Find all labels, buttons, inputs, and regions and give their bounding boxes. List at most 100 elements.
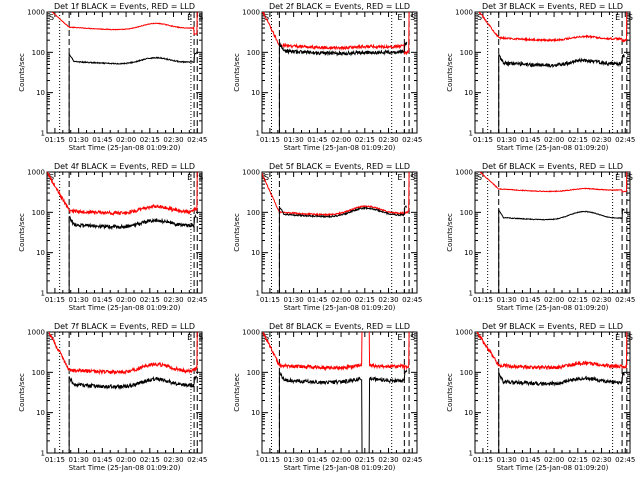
y-axis-label: Counts/sec: [446, 53, 454, 92]
panel-title: Det 5f BLACK = Events, RED = LLD: [269, 162, 410, 171]
saa-marker-label: S: [628, 173, 633, 182]
x-tick-label: 01:15: [473, 136, 493, 144]
x-tick-label: 01:30: [284, 296, 304, 304]
panel-9: Det 9f BLACK = Events, RED = LLD 1 10 100 10…: [446, 322, 635, 472]
x-tick-label: 01:30: [69, 136, 89, 144]
panel-title: Det 9f BLACK = Events, RED = LLD: [482, 322, 623, 331]
y-tick-label: 100: [460, 209, 473, 217]
x-axis-label: Start Time (25-Jan-08 01:09:20): [497, 144, 609, 152]
lld-series-line: [47, 172, 198, 216]
y-tick-label: 1000: [242, 9, 260, 17]
x-tick-label: 01:45: [307, 136, 327, 144]
x-tick-label: 02:00: [331, 296, 351, 304]
start-marker-label: S: [264, 13, 269, 22]
panel-title: Det 6f BLACK = Events, RED = LLD: [482, 162, 623, 171]
x-tick-label: 01:30: [284, 456, 304, 464]
panel-4: Det 4f BLACK = Events, RED = LLD 1 10 100 10…: [18, 162, 207, 312]
x-axis-label: Start Time (25-Jan-08 01:09:20): [69, 464, 181, 472]
x-tick-label: 01:30: [497, 296, 517, 304]
y-tick-label: 100: [247, 209, 260, 217]
axis-box: [474, 11, 631, 134]
y-tick-label: 1000: [242, 169, 260, 177]
lld-series-line: [48, 332, 198, 376]
x-tick-label: 01:45: [520, 296, 540, 304]
x-tick-label: 02:15: [140, 296, 160, 304]
axis-box: [474, 171, 631, 294]
x-tick-label: 01:45: [520, 456, 540, 464]
panel-title: Det 7f BLACK = Events, RED = LLD: [54, 322, 195, 331]
x-tick-label: 01:15: [45, 136, 65, 144]
y-tick-label: 1: [41, 290, 45, 298]
y-axis-label: Counts/sec: [233, 373, 241, 412]
start-marker-label: S: [264, 173, 269, 182]
y-axis-label: Counts/sec: [446, 213, 454, 252]
x-tick-label: 02:15: [355, 136, 375, 144]
saa-marker-label: S: [410, 13, 415, 22]
end-marker-label: E: [615, 333, 620, 342]
x-tick-label: 02:45: [615, 456, 635, 464]
x-tick-label: 01:30: [497, 456, 517, 464]
x-tick-label: 02:15: [140, 456, 160, 464]
x-tick-label: 01:30: [69, 456, 89, 464]
y-axis-label: Counts/sec: [18, 213, 26, 252]
y-axis-label: Counts/sec: [446, 373, 454, 412]
x-tick-label: 02:15: [568, 296, 588, 304]
y-tick-label: 1: [41, 450, 45, 458]
y-axis-label: Counts/sec: [18, 373, 26, 412]
x-tick-label: 02:15: [568, 136, 588, 144]
y-tick-label: 10: [464, 409, 473, 417]
events-series-line: [68, 52, 197, 65]
x-tick-label: 01:30: [497, 136, 517, 144]
y-tick-label: 1000: [455, 9, 473, 17]
x-tick-label: 02:00: [331, 136, 351, 144]
axis-box: [261, 11, 418, 134]
y-tick-label: 10: [251, 409, 260, 417]
x-axis-label: Start Time (25-Jan-08 01:09:20): [69, 304, 181, 312]
panel-title: Det 8f BLACK = Events, RED = LLD: [269, 322, 410, 331]
panel-6: Det 6f BLACK = Events, RED = LLD 1 10 100 10…: [446, 162, 635, 312]
y-tick-label: 10: [464, 89, 473, 97]
x-tick-label: 02:00: [116, 136, 136, 144]
y-tick-label: 100: [32, 369, 45, 377]
panel-title: Det 4f BLACK = Events, RED = LLD: [54, 162, 195, 171]
end-marker-label: E: [187, 333, 192, 342]
x-tick-label: 01:45: [520, 136, 540, 144]
x-tick-label: 02:45: [187, 296, 207, 304]
x-tick-label: 02:45: [187, 456, 207, 464]
lld-series-line: [51, 12, 198, 35]
saa-marker-label: S: [198, 13, 203, 22]
x-tick-label: 02:00: [116, 296, 136, 304]
y-tick-label: 100: [32, 209, 45, 217]
panel-2: Det 2f BLACK = Events, RED = LLD 1 10 100 10…: [233, 2, 422, 152]
x-axis-label: Start Time (25-Jan-08 01:09:20): [497, 304, 609, 312]
y-tick-label: 100: [247, 369, 260, 377]
x-tick-label: 02:30: [163, 456, 183, 464]
x-tick-label: 02:00: [544, 136, 564, 144]
x-tick-label: 01:45: [92, 136, 112, 144]
y-tick-label: 100: [32, 49, 45, 57]
x-tick-label: 02:30: [378, 456, 398, 464]
y-tick-label: 10: [36, 409, 45, 417]
y-tick-label: 100: [460, 49, 473, 57]
x-tick-label: 01:45: [307, 296, 327, 304]
events-series-line: [278, 41, 408, 57]
axis-box: [46, 11, 203, 134]
saa-marker-label: S: [198, 333, 203, 342]
events-series-line: [279, 369, 408, 453]
panel-7: Det 7f BLACK = Events, RED = LLD 1 10 100 10…: [18, 322, 207, 472]
x-tick-label: 02:15: [355, 456, 375, 464]
start-marker-label: S: [477, 173, 482, 182]
x-tick-label: 02:00: [331, 456, 351, 464]
events-series-line: [498, 53, 625, 69]
x-tick-label: 01:15: [473, 296, 493, 304]
x-tick-label: 01:15: [45, 456, 65, 464]
lld-series-line: [262, 172, 410, 217]
y-tick-label: 1000: [27, 329, 45, 337]
x-tick-label: 01:15: [260, 456, 280, 464]
lld-series-line: [479, 172, 628, 193]
y-tick-label: 1000: [455, 329, 473, 337]
end-marker-label: E: [397, 173, 402, 182]
lld-series-line: [476, 332, 628, 371]
lld-series-line: [262, 332, 410, 372]
